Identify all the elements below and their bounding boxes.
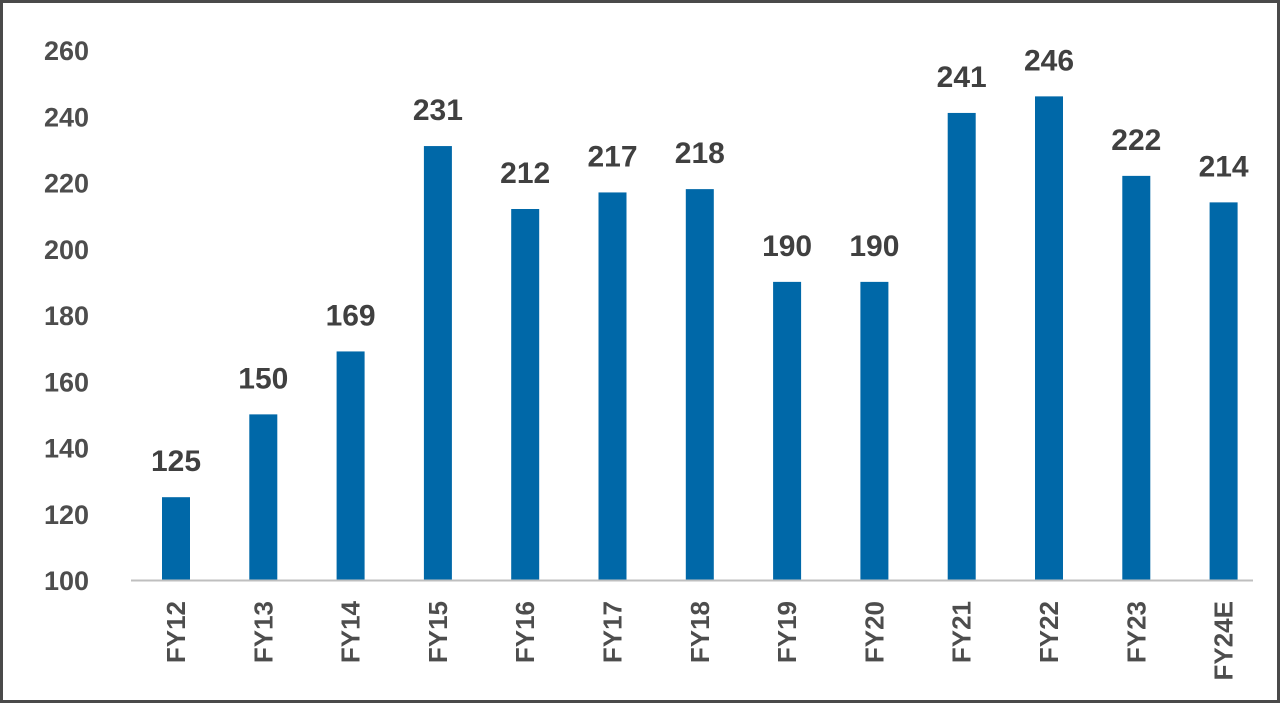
y-tick-label-100: 100 xyxy=(44,566,89,596)
y-tick-label-120: 120 xyxy=(44,500,89,530)
bar-fy15 xyxy=(423,146,452,580)
y-tick-label-200: 200 xyxy=(44,235,89,265)
bar-fy18 xyxy=(685,189,714,580)
bar-fy19 xyxy=(773,281,802,580)
y-tick-label-140: 140 xyxy=(44,434,89,464)
y-axis: 100 120 140 160 180 200 220 240 260 xyxy=(44,36,89,596)
data-label-fy24e: 214 xyxy=(1199,150,1249,183)
data-label-fy22: 246 xyxy=(1024,44,1074,77)
x-tick-label-fy14: FY14 xyxy=(336,600,366,663)
bar-fy14 xyxy=(336,351,365,580)
bar-fy24e xyxy=(1209,202,1238,580)
y-tick-label-220: 220 xyxy=(44,169,89,199)
bar-fy23 xyxy=(1122,175,1151,580)
x-tick-label-fy16: FY16 xyxy=(510,601,540,663)
x-tick-label-fy17: FY17 xyxy=(598,601,628,663)
y-tick-label-240: 240 xyxy=(44,102,89,132)
x-axis: FY12 FY13 FY14 FY15 FY16 FY17 FY18 FY19 FY20 FY21… xyxy=(161,600,1239,680)
y-tick-label-160: 160 xyxy=(44,367,89,397)
data-label-fy13: 150 xyxy=(238,362,288,395)
data-labels: 125 150 169 231 212 217 218 190 190 241 246 222 214 xyxy=(151,44,1249,478)
y-tick-label-260: 260 xyxy=(44,36,89,66)
bar-fy12 xyxy=(162,497,190,580)
x-tick-label-fy23: FY23 xyxy=(1121,601,1151,663)
x-tick-label-fy12: FY12 xyxy=(161,601,191,663)
data-label-fy21: 241 xyxy=(937,61,987,94)
x-tick-label-fy15: FY15 xyxy=(423,601,453,663)
x-tick-label-fy18: FY18 xyxy=(685,601,715,663)
bar-fy13 xyxy=(249,414,278,580)
x-tick-label-fy13: FY13 xyxy=(248,601,278,663)
bar-fy20 xyxy=(860,281,889,580)
x-tick-label-fy22: FY22 xyxy=(1034,601,1064,663)
x-tick-label-fy21: FY21 xyxy=(947,601,977,663)
y-tick-label-180: 180 xyxy=(44,301,89,331)
bar-fy22 xyxy=(1035,96,1063,580)
data-label-fy14: 169 xyxy=(326,299,376,332)
bar-fy16 xyxy=(511,209,540,580)
bar-chart: 100 120 140 160 180 200 220 240 260 125 150 169 231… xyxy=(44,36,1253,681)
x-tick-label-fy24e: FY24E xyxy=(1209,601,1239,681)
data-label-fy17: 217 xyxy=(587,140,637,173)
data-label-fy15: 231 xyxy=(413,94,463,127)
data-label-fy23: 222 xyxy=(1111,124,1161,157)
data-label-fy16: 212 xyxy=(500,157,550,190)
x-tick-label-fy20: FY20 xyxy=(859,601,889,663)
data-label-fy18: 218 xyxy=(675,137,725,170)
data-label-fy20: 190 xyxy=(849,230,899,263)
bar-series xyxy=(162,96,1238,580)
data-label-fy12: 125 xyxy=(151,445,201,478)
bar-fy21 xyxy=(947,112,976,580)
bar-fy17 xyxy=(598,192,627,580)
data-label-fy19: 190 xyxy=(762,230,812,263)
x-tick-label-fy19: FY19 xyxy=(772,601,802,663)
